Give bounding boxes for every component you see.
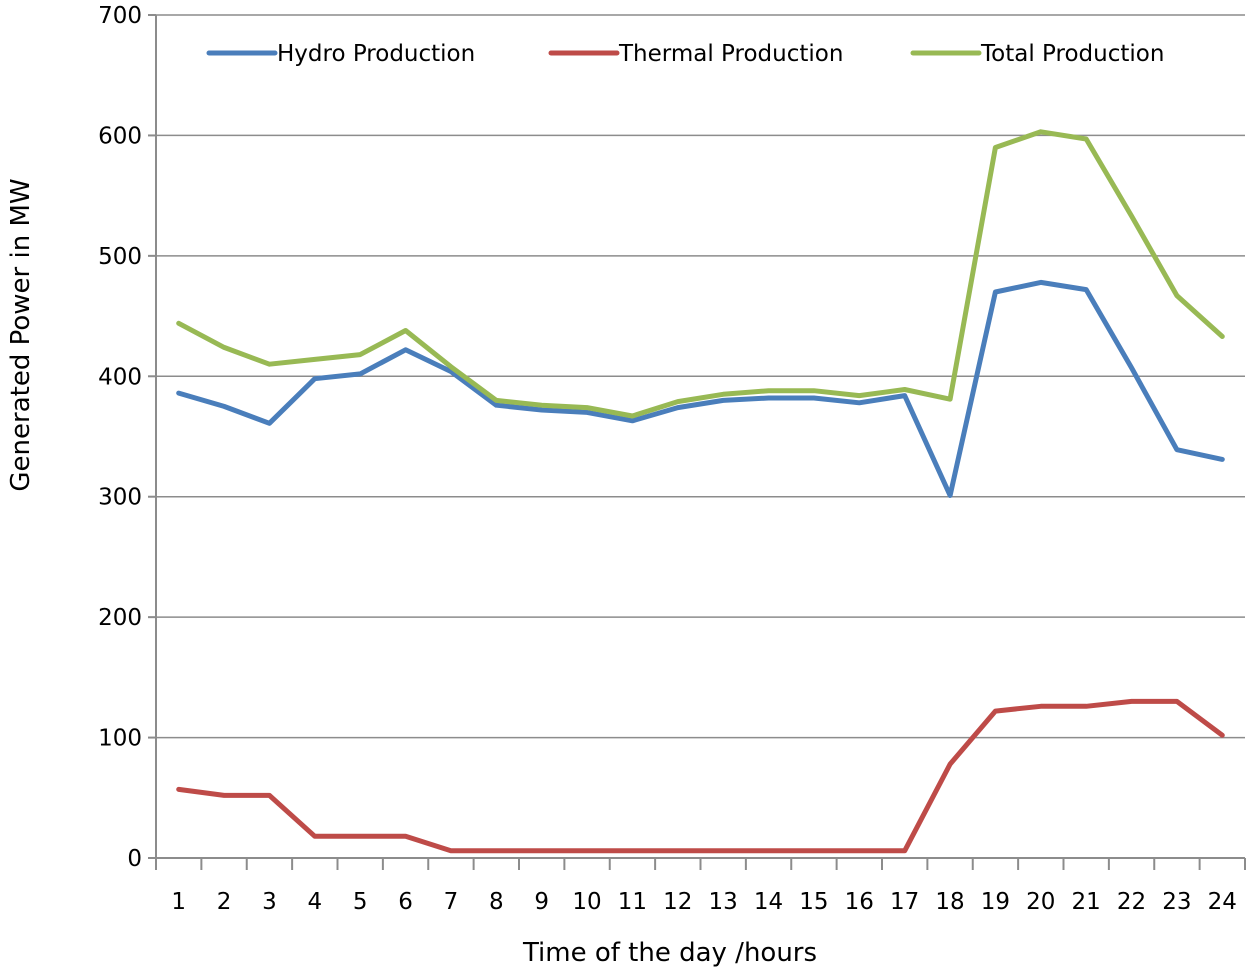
legend-label: Thermal Production [618,41,843,67]
x-tick-label: 17 [890,889,919,915]
y-axis-title: Generated Power in MW [6,178,36,491]
legend-label: Hydro Production [277,41,475,67]
x-tick-label: 18 [935,889,964,915]
series-line-thermal-production [176,698,1225,854]
y-tick-label: 100 [98,726,142,752]
x-tick-label: 22 [1117,889,1146,915]
x-tick-label: 14 [754,889,783,915]
x-tick-label: 8 [489,889,504,915]
y-tick-label: 600 [98,123,142,149]
y-tick-label: 500 [98,244,142,270]
x-tick-label: 1 [171,889,186,915]
x-tick-label: 24 [1208,889,1237,915]
x-tick-label: 23 [1162,889,1191,915]
x-tick-label: 7 [444,889,459,915]
x-tick-label: 10 [572,889,601,915]
x-tick-label: 4 [307,889,322,915]
data-series [176,129,1225,854]
x-tick-label: 11 [618,889,647,915]
x-axis-title: Time of the day /hours [522,938,817,968]
x-tick-label: 15 [799,889,828,915]
series-line-hydro-production [176,279,1225,498]
x-tick-label: 16 [845,889,874,915]
x-tick-label: 21 [1072,889,1101,915]
y-tick-label: 200 [98,605,142,631]
x-tick-label: 6 [398,889,413,915]
x-tick-label: 5 [353,889,368,915]
legend-label: Total Production [980,41,1164,67]
legend: Hydro Production Thermal Production Total … [206,41,1164,67]
x-tick-label: 2 [217,889,232,915]
y-tick-label: 400 [98,364,142,390]
x-tick-label: 3 [262,889,277,915]
x-tick-label: 12 [663,889,692,915]
x-tick-label: 19 [981,889,1010,915]
x-tick-label: 13 [709,889,738,915]
x-tick-label: 9 [534,889,549,915]
series-line-total-production [176,129,1225,419]
x-tick-label: 20 [1026,889,1055,915]
y-tick-label: 700 [98,3,142,29]
y-tick-label: 0 [127,846,142,872]
y-tick-label: 300 [98,485,142,511]
